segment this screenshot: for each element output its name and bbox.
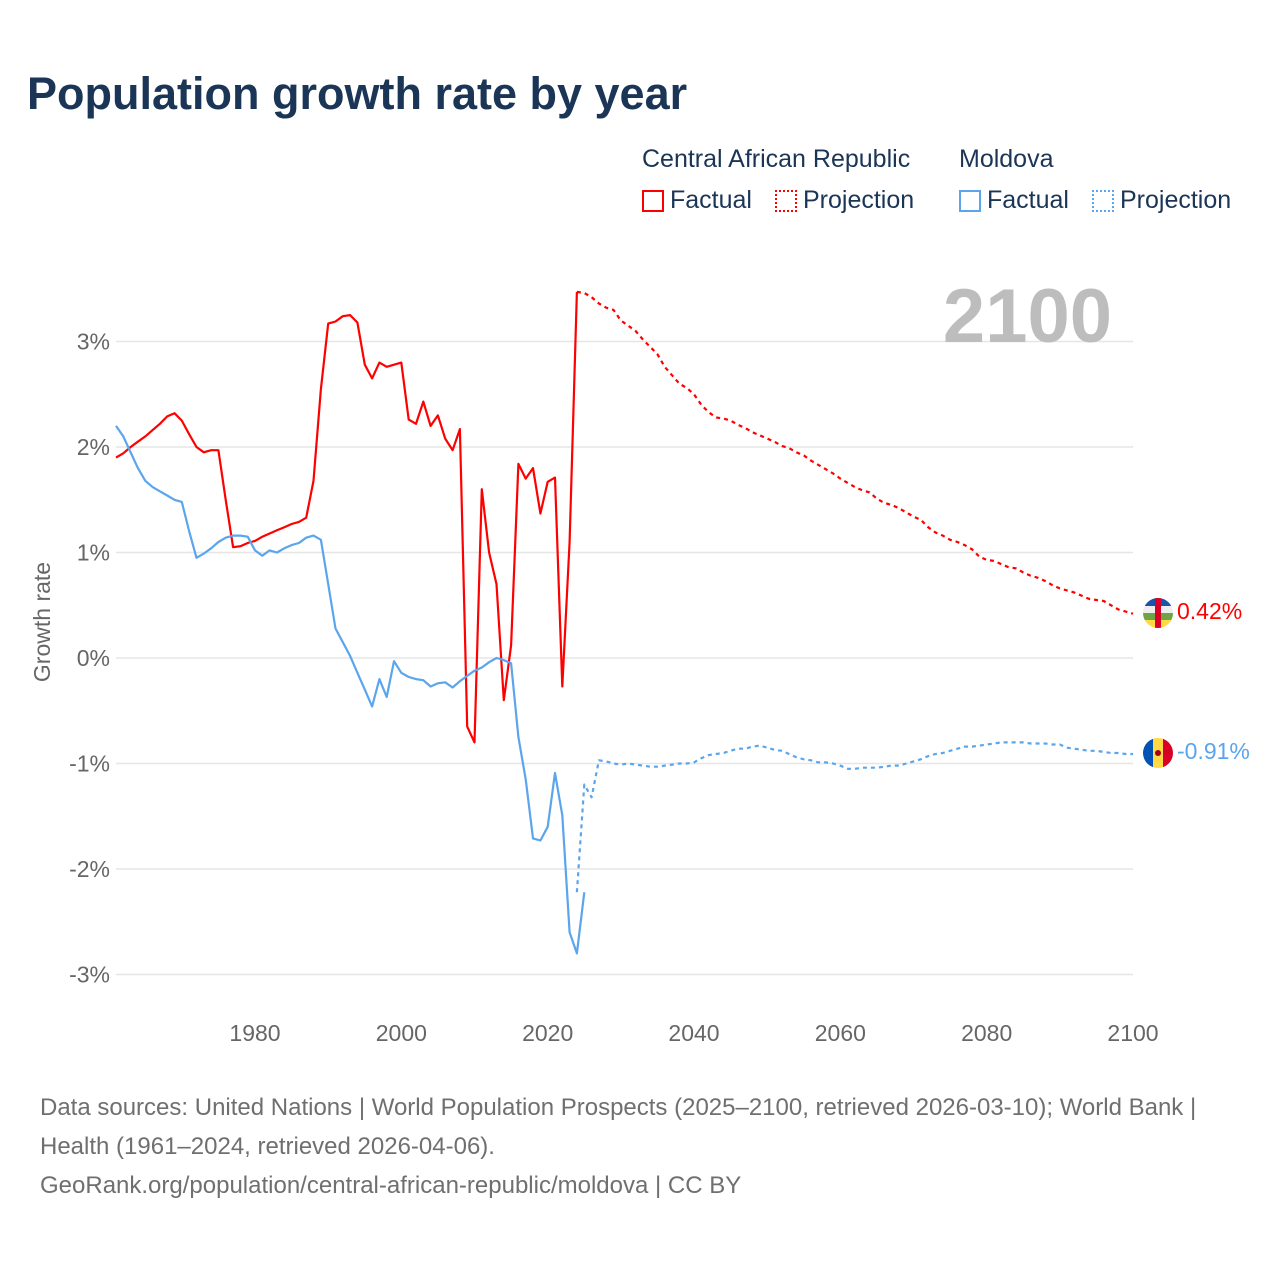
x-tick-label: 2040 xyxy=(668,1020,719,1046)
legend-moldova-factual[interactable]: Factual xyxy=(959,186,1069,215)
y-axis-label: Growth rate xyxy=(29,562,55,682)
y-tick-label: 0% xyxy=(77,645,110,671)
legend-group-moldova: Moldova xyxy=(959,145,1054,173)
legend-swatch-dotted xyxy=(775,189,797,212)
legend-swatch-solid xyxy=(642,189,664,212)
legend-moldova-projection[interactable]: Projection xyxy=(1092,186,1231,215)
legend-car-projection[interactable]: Projection xyxy=(775,186,914,215)
line-chart: 3% 2% 1% 0% -1% -2% -3% 1980 2000 2020 2040 2060 208… xyxy=(29,274,1250,1046)
moldova-flag-icon xyxy=(1143,738,1173,768)
legend-car-factual[interactable]: Factual xyxy=(642,186,752,215)
moldova-factual-line xyxy=(115,425,586,955)
y-tick-label: 2% xyxy=(77,434,110,460)
legend-label: Projection xyxy=(1120,186,1232,214)
x-tick-label: 2100 xyxy=(1107,1020,1158,1046)
year-watermark: 2100 xyxy=(943,274,1112,359)
legend-label: Projection xyxy=(803,186,915,214)
legend-swatch-solid xyxy=(959,189,981,212)
x-tick-label: 2020 xyxy=(522,1020,573,1046)
y-tick-label: 1% xyxy=(77,540,110,566)
car-flag-icon xyxy=(1143,598,1173,628)
y-tick-label: -3% xyxy=(69,962,110,988)
y-tick-label: -1% xyxy=(69,751,110,777)
legend-swatch-dotted xyxy=(1092,189,1114,212)
legend-group-car: Central African Republic xyxy=(642,145,911,173)
x-tick-label: 2060 xyxy=(815,1020,866,1046)
y-tick-label: 3% xyxy=(77,329,110,355)
data-sources: Data sources: United Nations | World Pop… xyxy=(40,1094,1197,1160)
moldova-end-label: -0.91% xyxy=(1177,738,1250,764)
central-african-republic-factual-line xyxy=(115,291,578,744)
footer: Data sources: United Nations | World Pop… xyxy=(40,1088,1240,1205)
chart-title: Population growth rate by year xyxy=(27,68,688,119)
x-tick-label: 1980 xyxy=(229,1020,280,1046)
legend-label: Factual xyxy=(670,186,752,214)
source-link[interactable]: GeoRank.org/population/central-african-r… xyxy=(40,1172,742,1199)
y-tick-label: -2% xyxy=(69,856,110,882)
x-tick-label: 2000 xyxy=(376,1020,427,1046)
car-end-label: 0.42% xyxy=(1177,598,1242,624)
legend-label: Factual xyxy=(987,186,1069,214)
x-tick-label: 2080 xyxy=(961,1020,1012,1046)
